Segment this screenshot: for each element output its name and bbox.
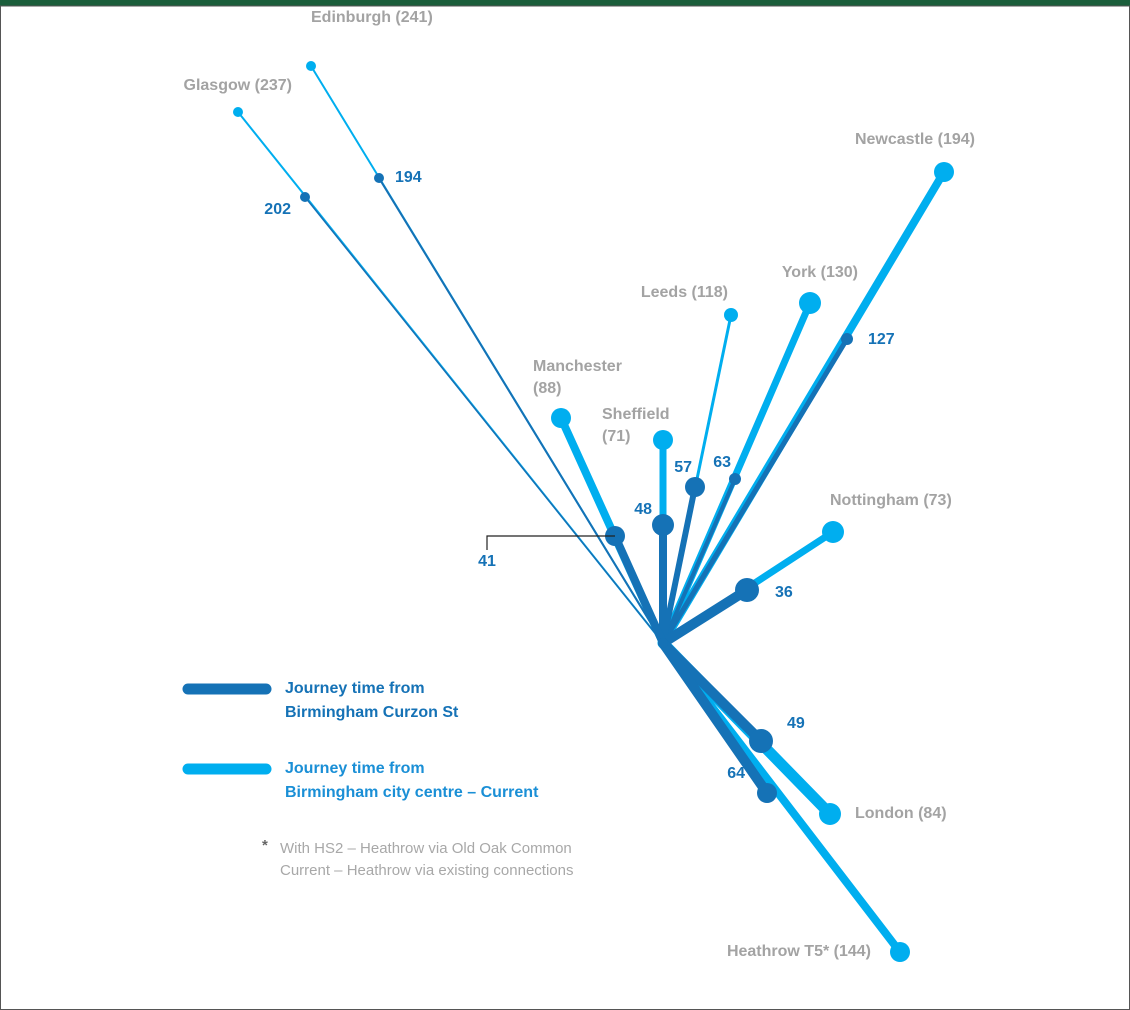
hub (658, 638, 668, 648)
hs2-dot (374, 173, 384, 183)
destination-dot (551, 408, 571, 428)
hs2-time: 202 (264, 201, 291, 218)
hs2-route (661, 477, 737, 645)
destination-dot (934, 162, 954, 182)
destination-dot (822, 521, 844, 543)
footnote-text: With HS2 – Heathrow via Old Oak Common (280, 840, 572, 857)
destination-label: London (84) (855, 805, 947, 822)
destination-dot (819, 803, 841, 825)
hs2-route (658, 585, 752, 648)
hs2-dot (685, 477, 705, 497)
hs2-route (660, 484, 698, 646)
hs2-route (611, 532, 667, 647)
hs2-time: 63 (713, 454, 731, 471)
hs2-route (658, 638, 772, 798)
destination-label: Leeds (118) (641, 284, 728, 301)
hs2-time: 48 (634, 501, 652, 518)
hs2-time: 57 (674, 459, 692, 476)
hs2-time: 49 (787, 715, 805, 732)
hs2-dot (300, 192, 310, 202)
legend-text: Birmingham Curzon St (285, 704, 459, 721)
destination-dot (724, 308, 738, 322)
hs2-route (304, 196, 664, 644)
destination-dot (233, 107, 243, 117)
hs2-route (660, 336, 850, 646)
frame (0, 5, 1130, 1010)
hs2-dot (841, 333, 853, 345)
destination-label: Manchester (533, 358, 622, 375)
destination-label: York (130) (782, 264, 858, 281)
destination-label: Edinburgh (241) (311, 9, 433, 26)
hs2-time: 127 (868, 331, 895, 348)
hs2-route (378, 177, 664, 644)
top-bar (0, 0, 1130, 6)
hs2-dot (729, 473, 741, 485)
footnote-text: Current – Heathrow via existing connecti… (280, 862, 573, 879)
footnote-marker: * (262, 837, 268, 854)
destination-label: Nottingham (73) (830, 492, 952, 509)
destination-label: (88) (533, 380, 561, 397)
routes (233, 61, 954, 962)
legend-text: Birmingham city centre – Current (285, 784, 539, 801)
hs2-dot (749, 729, 773, 753)
destination-dot (890, 942, 910, 962)
hs2-dot (757, 783, 777, 803)
destination-dot (306, 61, 316, 71)
legend-text: Journey time from (285, 760, 425, 777)
leader-line (486, 535, 615, 550)
legend-text: Journey time from (285, 680, 425, 697)
destination-label: Sheffield (602, 406, 670, 423)
hs2-dot (735, 578, 759, 602)
destination-label: Newcastle (194) (855, 131, 975, 148)
destination-dot (653, 430, 673, 450)
destination-label: Heathrow T5* (144) (727, 943, 871, 960)
hs2-time: 194 (395, 169, 422, 186)
destination-label: Glasgow (237) (184, 77, 292, 94)
hs2-time: 64 (727, 765, 745, 782)
hs2-time: 36 (775, 584, 793, 601)
hs2-dot (652, 514, 674, 536)
hs2-time: 41 (478, 553, 496, 570)
destination-label: (71) (602, 428, 630, 445)
destination-dot (799, 292, 821, 314)
